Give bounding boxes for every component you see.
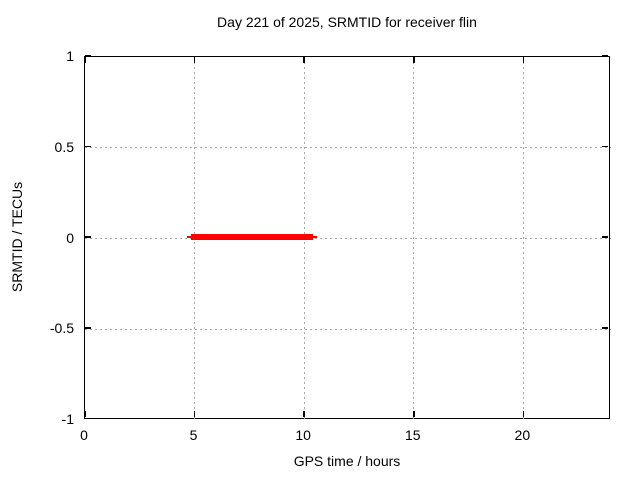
series-line <box>191 234 313 240</box>
y-tick-label: -0.5 <box>49 320 74 337</box>
x-tick-top <box>522 57 525 63</box>
x-tick-bottom <box>193 411 196 417</box>
series-line-left-cap <box>187 236 192 238</box>
y-tick-right <box>602 145 608 147</box>
y-tick-right <box>602 417 608 420</box>
h-gridline <box>85 238 611 239</box>
chart-title: Day 221 of 2025, SRMTID for receiver fli… <box>217 14 477 30</box>
y-tick-label: 1 <box>66 48 74 64</box>
series-line-right-cap <box>312 236 317 238</box>
h-gridline <box>85 147 611 149</box>
y-tick-right <box>602 236 608 238</box>
x-tick-label: 20 <box>514 427 531 443</box>
x-tick-label: 0 <box>80 427 88 443</box>
y-tick-right <box>602 327 608 329</box>
y-tick-label: 0.5 <box>54 138 74 155</box>
y-tick-left <box>85 236 91 238</box>
x-axis-label: GPS time / hours <box>293 453 401 469</box>
x-tick-top <box>193 57 196 63</box>
x-tick-label: 15 <box>404 427 421 443</box>
x-tick-top <box>84 57 86 63</box>
x-tick-bottom <box>413 411 415 417</box>
x-tick-bottom <box>303 411 305 417</box>
x-tick-label: 5 <box>189 427 198 443</box>
y-tick-label: 0 <box>66 229 74 246</box>
h-gridline <box>85 328 611 330</box>
x-tick-top <box>413 57 415 63</box>
x-tick-bottom <box>84 411 86 417</box>
x-tick-top <box>303 57 305 63</box>
y-tick-right <box>602 54 608 57</box>
y-tick-left <box>85 327 91 329</box>
y-tick-left <box>85 145 91 147</box>
plot-area <box>84 54 611 420</box>
y-tick-left <box>85 417 91 420</box>
x-tick-bottom <box>522 411 525 417</box>
y-tick-left <box>85 54 91 57</box>
x-tick-label: 10 <box>295 427 311 443</box>
y-tick-label: -1 <box>61 411 74 427</box>
